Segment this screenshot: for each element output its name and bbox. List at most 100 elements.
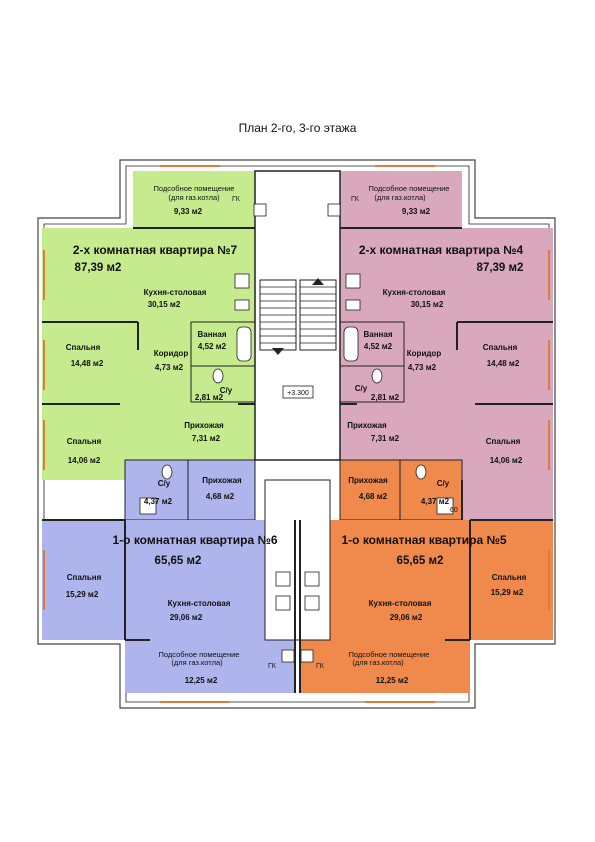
apt5-bedroom-label: Спальня [492,573,527,582]
apartment-6 [42,459,295,693]
apt4-bedroom2-area: 14,06 м2 [490,456,523,465]
apt4-utility-area: 9,33 м2 [402,207,431,216]
apt7-total-area: 87,39 м2 [75,262,122,274]
apt4-corridor-area: 4,73 м2 [408,363,437,372]
apt7-kitchen-area: 30,15 м2 [148,300,181,309]
apt7-stove-icon [234,273,250,289]
apt4-stove-icon [345,273,361,289]
apt4-bath-label: Ванная [363,330,392,339]
apt6-gk-label: ГК [268,663,277,670]
stair-lower-hall [264,479,331,641]
apt6-wc [124,459,189,521]
apt7-bath-area: 4,52 м2 [198,342,227,351]
apt5-title: 1-о комнатная квартира №5 [342,533,507,547]
apt5-boiler-icon [300,649,314,663]
apt5-gk-label: ГК [316,663,325,670]
apt6-bedroom-area: 15,29 м2 [66,590,99,599]
apt6-title: 1-о комнатная квартира №6 [113,533,278,547]
apt5-hall [339,459,401,521]
apt7-bathtub-icon [236,326,252,362]
apt6-hall [187,459,256,521]
apt6-wc-label: С/у [158,479,171,488]
windows [43,165,550,703]
apt5-kitchen-label: Кухня-столовая [369,599,432,608]
apt7-utility-label2: (для газ.котла) [168,193,220,202]
apt4-kitchen-label: Кухня-столовая [383,288,446,297]
apt4-utility-label: Подсобное помещение [369,184,450,193]
apt6-shower-icon [139,497,157,515]
apt7-wc [190,365,256,403]
apt5-toilet-icon [415,464,427,480]
apt4-wc [339,365,405,403]
apt7-utility-label: Подсобное помещение [154,184,235,193]
apt6-boiler-icon [281,649,295,663]
apt4-corridor-label: Коридор [407,349,442,358]
apt4-title: 2-х комнатная квартира №4 [359,243,524,257]
apt7-hall-area: 7,31 м2 [192,434,221,443]
apt7-toilet-icon [212,368,224,384]
apt4-bedroom1 [457,322,553,404]
apt7-kitchen-label: Кухня-столовая [144,288,207,297]
apt6-utility-label2: (для газ.котла) [171,658,223,667]
apt5-main [300,520,553,640]
apt7-wc-area: 2,81 м2 [195,393,224,402]
apt7-bedroom1-area: 14,48 м2 [71,359,104,368]
apt4-total-area: 87,39 м2 [477,262,524,274]
stair-arrow-up-icon [312,278,324,285]
apt4-sink-icon [345,299,361,311]
apt6-hall-area: 4,68 м2 [206,492,235,501]
apt4-bedroom1-area: 14,48 м2 [487,359,520,368]
building-inner-outline [43,165,550,703]
apt4-bath-area: 4,52 м2 [364,342,393,351]
apt6-utility-room [125,640,295,693]
apartment-7 [42,171,256,480]
apt6-main [42,520,295,640]
apt7-bedroom2-label: Спальня [67,437,102,446]
apt5-shower-icon [436,497,454,515]
apt7-hall-label: Прихожая [184,421,224,430]
apt5-sink-icon [304,595,320,611]
apt7-corridor-label: Коридор [154,349,189,358]
apt5-utility-label: Подсобное помещение [349,650,430,659]
apt7-corridor-area: 4,73 м2 [155,363,184,372]
apt5-wc-label: С/у [437,479,450,488]
apt7-boiler-icon [253,203,267,217]
apt6-utility-label: Подсобное помещение [159,650,240,659]
apt4-hall-area: 7,31 м2 [371,434,400,443]
apt5-wc-area: 4,37 м2 [421,497,450,506]
apt4-bedroom2-label: Спальня [486,437,521,446]
apt5-hall-label: Прихожая [348,476,388,485]
apt4-bedroom1-label: Спальня [483,343,518,352]
apt6-utility-area: 12,25 м2 [185,676,218,685]
apt5-bedroom-area: 15,29 м2 [491,588,524,597]
interior-walls [42,227,553,693]
apt4-bathtub-icon [343,326,359,362]
apt7-utility-area: 9,33 м2 [174,207,203,216]
apt7-utility-room [133,171,255,228]
apt6-kitchen-area: 29,06 м2 [170,613,203,622]
apt7-sink-icon [234,299,250,311]
apt4-wc-label: С/у [355,384,368,393]
apartment-5 [300,459,553,693]
apt6-stove-icon [275,571,291,587]
apt4-hall-label: Прихожая [347,421,387,430]
apt7-bath-label: Ванная [197,330,226,339]
page-title: План 2-го, 3-го этажа [238,121,357,135]
apt4-boiler-icon [327,203,341,217]
fixtures [139,203,454,663]
apt4-main [340,228,553,322]
apt4-kitchen-area: 30,15 м2 [411,300,444,309]
apt6-kitchen-label: Кухня-столовая [168,599,231,608]
apt4-bedroom2-ext [462,480,553,520]
stair-level-label: +3.300 [287,390,309,397]
apt7-bedroom1 [42,322,138,404]
apt7-main [42,228,255,322]
apt5-total-area: 65,65 м2 [397,555,444,567]
apt5-utility-area: 12,25 м2 [376,676,409,685]
apt5-hall-area: 4,68 м2 [359,492,388,501]
stair-core [254,170,341,641]
apt4-utility-room [340,171,462,228]
apt5-utility-label2: (для газ.котла) [352,658,404,667]
apt5-marker: 60 [450,507,458,514]
apt4-gk-label: ГК [351,196,360,203]
